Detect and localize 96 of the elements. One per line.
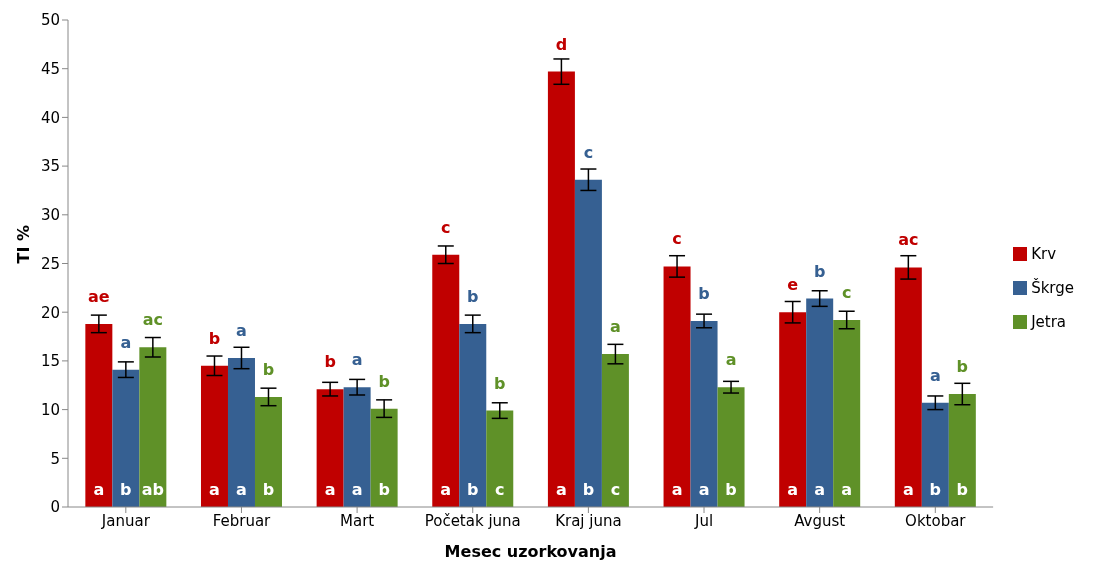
annotation: ab [141,480,164,499]
annotation: a [440,480,452,499]
bar [601,354,629,507]
annotation: a [93,480,105,499]
annotation: a [209,480,220,499]
y-tick-label: 0 [50,498,60,517]
bar [112,369,140,507]
x-tick-label: Jul [693,511,714,530]
data-label: c [441,217,451,237]
data-label: c [841,282,852,302]
bar [894,267,922,507]
bar [833,319,861,507]
annotation: a [351,480,363,499]
bar [690,320,718,507]
bar [547,71,575,507]
y-tick-label: 30 [40,206,60,225]
data-label: b [494,373,506,393]
data-label: ae [88,286,110,306]
y-tick-label: 10 [40,400,60,419]
bar [254,396,282,507]
annotation: a [556,480,567,499]
y-tick-label: 25 [40,254,60,273]
data-label: d [555,34,568,54]
x-tick-label: Oktobar [905,511,967,530]
bar [921,402,949,507]
legend-label: Škrge [1031,278,1074,297]
data-label: b [698,283,710,303]
data-label: a [236,320,247,340]
y-tick-label: 40 [40,108,60,127]
bar [316,389,344,507]
data-label: c [583,142,594,162]
data-label: a [725,350,737,370]
bar [948,394,976,507]
data-label: c [672,229,682,249]
bar [574,179,602,507]
data-label: b [813,261,826,281]
data-label: b [324,352,336,372]
bar [227,357,255,507]
bar [200,365,228,507]
bar [779,312,807,507]
bar [432,254,460,507]
y-axis-title: TI % [13,225,33,264]
data-label: a [351,350,363,370]
bar [663,266,691,507]
data-label: b [956,357,969,377]
y-tick-label: 45 [40,60,60,79]
x-tick-label: Početak juna [424,511,521,530]
x-tick-label: Kraj juna [555,511,622,530]
data-label: b [467,286,479,306]
bar [717,387,745,507]
annotation: c [610,480,621,499]
legend-label: Jetra [1031,312,1067,331]
x-tick-label: Februar [212,511,272,530]
annotation: b [120,480,132,499]
annotation: a [787,480,799,499]
annotation: a [841,480,853,499]
data-label: b [208,328,221,348]
annotation: b [582,480,595,499]
x-tick-label: Avgust [794,511,846,530]
bar [459,323,487,507]
annotation: b [262,480,275,499]
y-tick-label: 15 [40,352,60,371]
annotation: a [902,480,914,499]
data-label: e [787,275,799,295]
annotation: b [929,480,942,499]
data-label: b [378,371,390,391]
annotation: a [236,480,247,499]
x-tick-label: Januar [100,511,151,530]
bar [486,410,514,507]
bar [343,387,371,507]
data-label: a [929,365,941,385]
bar [85,323,113,507]
y-tick-label: 20 [40,303,60,322]
annotation: b [725,480,737,499]
annotation: a [324,480,336,499]
data-label: ac [142,310,163,330]
y-tick-label: 50 [40,11,60,30]
x-axis-title: Mesec uzorkovanja [444,542,617,561]
annotation: b [467,480,479,499]
annotation: b [956,480,969,499]
data-label: ac [898,230,919,250]
y-tick-label: 5 [50,449,60,468]
bar [806,298,834,507]
x-tick-label: Mart [340,511,375,530]
bar [139,347,167,507]
data-label: a [120,332,132,352]
data-label: b [262,359,275,379]
annotation: a [671,480,683,499]
bar [370,408,398,507]
data-label: a [610,317,621,337]
annotation: a [814,480,826,499]
annotation: a [698,480,710,499]
y-tick-label: 35 [40,157,60,176]
annotation: b [378,480,390,499]
legend-label: Krv [1031,244,1057,263]
annotation: c [495,480,505,499]
